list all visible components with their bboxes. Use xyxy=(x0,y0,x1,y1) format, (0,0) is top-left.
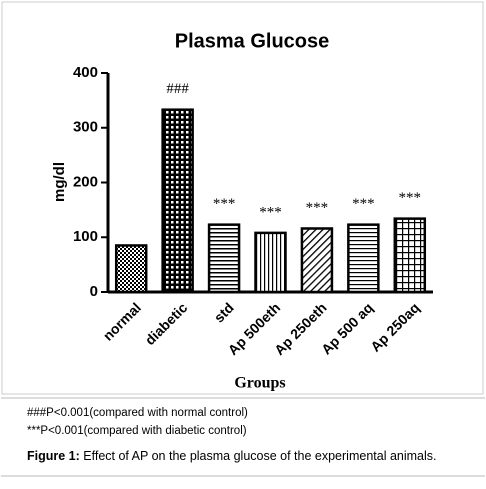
y-axis-label: mg/dl xyxy=(51,162,68,202)
bar xyxy=(114,244,148,294)
y-tick-label: 100 xyxy=(73,228,98,245)
annotation: *** xyxy=(259,204,282,220)
x-tick-label: Ap 250aq xyxy=(367,299,422,354)
y-tick-label: 400 xyxy=(73,64,98,81)
x-tick-label: normal xyxy=(100,299,144,343)
bar xyxy=(254,231,287,294)
x-tick-label: std xyxy=(211,299,237,325)
footnote: ###P<0.001(compared with normal control) xyxy=(27,407,248,419)
x-tick-label: diabetic xyxy=(142,299,191,348)
annotation: ### xyxy=(166,81,189,97)
bar xyxy=(207,223,241,294)
y-tick-label: 0 xyxy=(90,283,98,300)
annotation: *** xyxy=(352,196,375,212)
chart-frame xyxy=(1,1,484,395)
annotation: *** xyxy=(399,190,422,206)
chart-title: Plasma Glucose xyxy=(175,30,330,52)
bar xyxy=(393,217,427,294)
annotation: *** xyxy=(213,196,236,212)
caption-text: Effect of AP on the plasma glucose of th… xyxy=(80,449,437,463)
x-axis-label: Groups xyxy=(234,375,285,392)
bar xyxy=(347,223,380,294)
y-tick-label: 300 xyxy=(73,119,98,136)
caption: Figure 1: Effect of AP on the plasma glu… xyxy=(27,449,437,463)
bar xyxy=(300,227,334,294)
bar xyxy=(161,108,194,294)
annotation: *** xyxy=(306,200,329,216)
y-tick-label: 200 xyxy=(73,173,98,190)
footnote: ***P<0.001(compared with diabetic contro… xyxy=(27,425,247,437)
caption-label: Figure 1: xyxy=(27,449,80,463)
